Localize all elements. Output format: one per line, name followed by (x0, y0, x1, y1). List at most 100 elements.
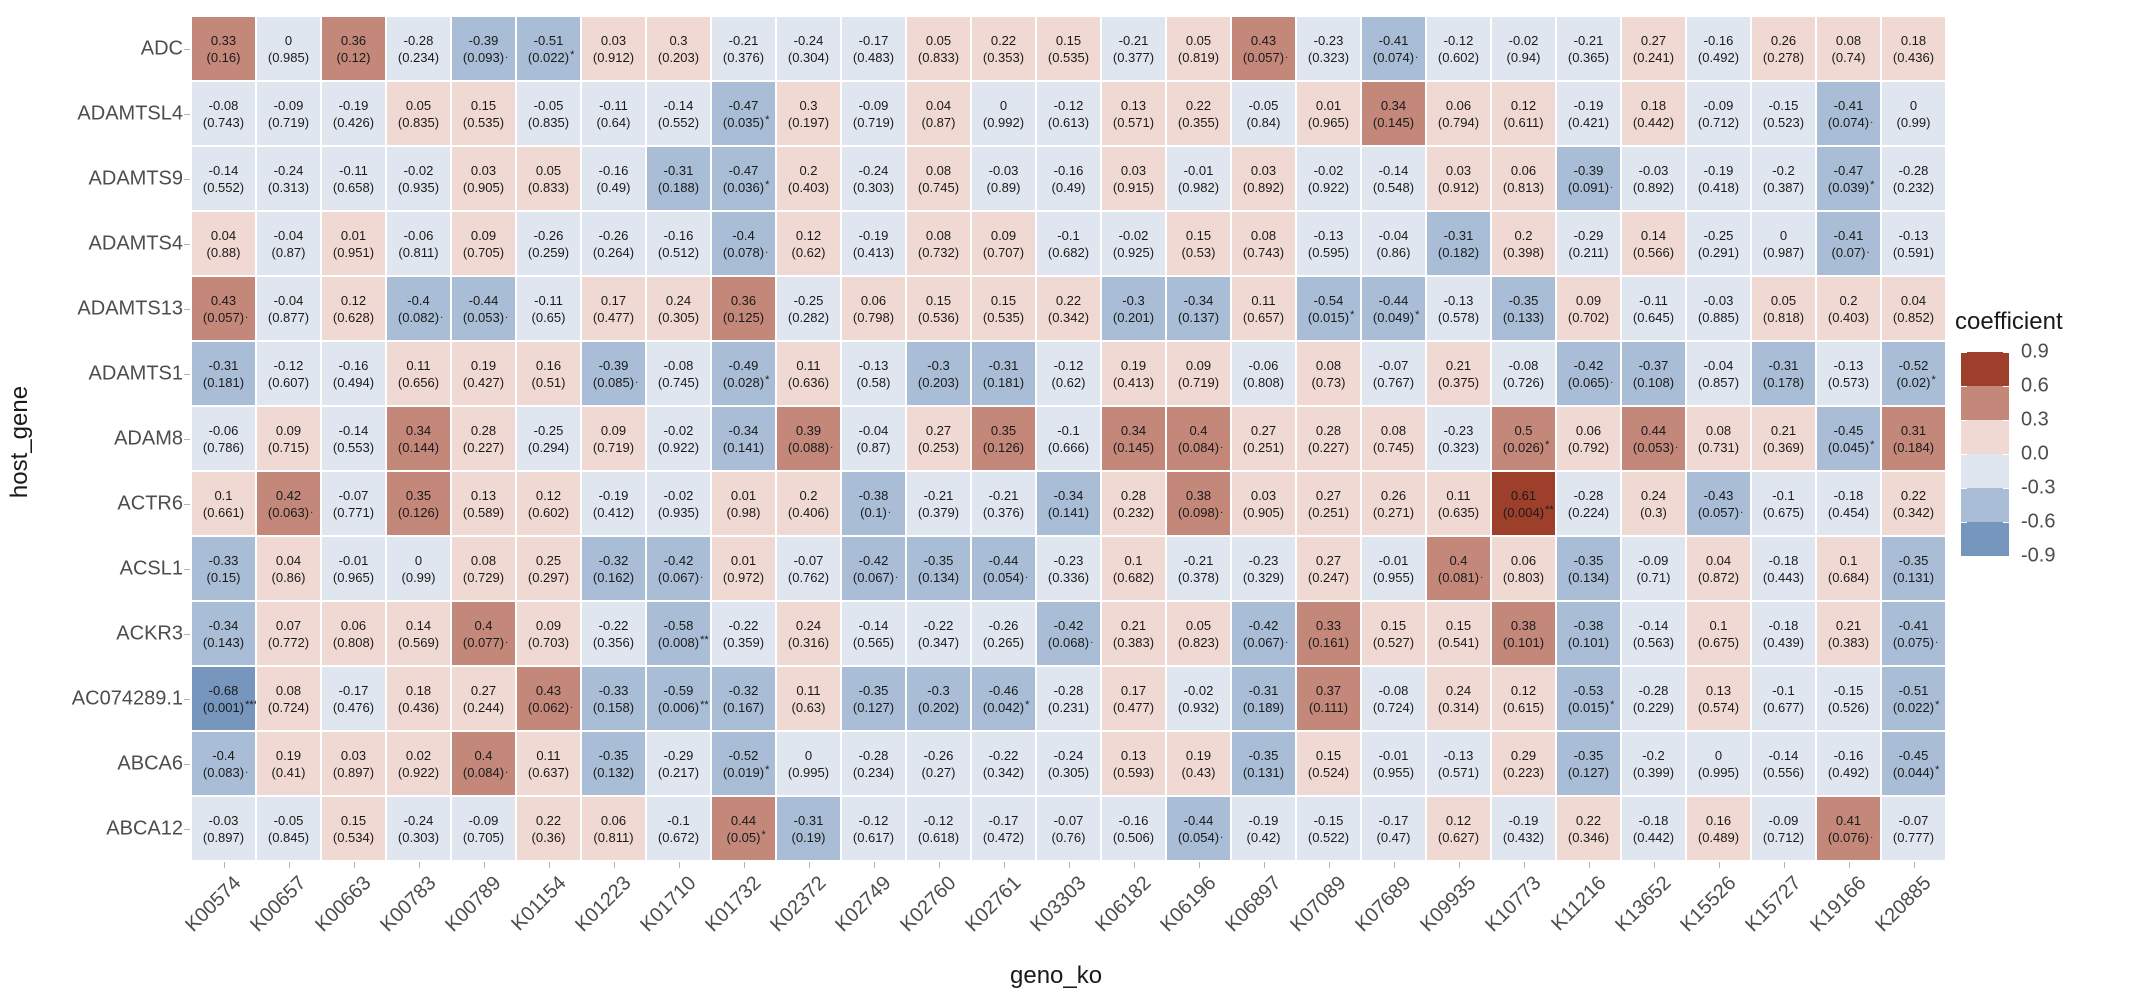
cell-coefficient: -0.24 (858, 162, 889, 178)
y-tick-label: ADAMTS4 (88, 232, 183, 254)
heatmap-cell: 0.04 (0.87) (906, 81, 971, 146)
cell-coefficient: -0.3 (927, 357, 950, 373)
heatmap-cell: 0.06 (0.803) (1491, 536, 1556, 601)
x-tick-label: K02749 (830, 872, 896, 937)
cell-coefficient: 0.08 (925, 227, 952, 243)
cell-significance: . (1935, 633, 1939, 646)
cell-coefficient: 0.27 (470, 682, 497, 698)
cell-p-value: (0.955) (1372, 764, 1415, 780)
cell-coefficient: 0.08 (1250, 227, 1277, 243)
heatmap-cell: 0.09 (0.703) (516, 601, 581, 666)
cell-p-value: (0.201) (1112, 309, 1155, 325)
cell-p-value: (0.057). (1697, 503, 1744, 520)
cell-coefficient: -0.28 (858, 747, 889, 763)
heatmap-cell: 0.01 (0.98) (711, 471, 776, 536)
cell-significance: . (635, 373, 639, 386)
cell-p-value: (0.347) (917, 634, 960, 650)
heatmap-cell: -0.06 (0.808) (1231, 341, 1296, 406)
cell-coefficient: 0.1 (1124, 552, 1143, 568)
cell-p-value: (0.922) (1307, 179, 1350, 195)
cell-p-value: (0.985) (267, 49, 310, 65)
cell-p-value: (0.379) (917, 504, 960, 520)
cell-p-value: (0.294) (527, 439, 570, 455)
heatmap-cell: 0 (0.985) (256, 16, 321, 81)
y-tick (184, 828, 190, 830)
y-tick-label: ACTR6 (117, 492, 183, 514)
cell-coefficient: -0.09 (1703, 97, 1734, 113)
heatmap-cell: 0.28 (0.232) (1101, 471, 1166, 536)
cell-p-value: (0.74) (1831, 49, 1866, 65)
cell-coefficient: 0.35 (405, 487, 432, 503)
cell-coefficient: -0.35 (858, 682, 889, 698)
cell-coefficient: -0.38 (858, 487, 889, 503)
heatmap-cell: 0.08 (0.729) (451, 536, 516, 601)
cell-coefficient: -0.17 (988, 812, 1019, 828)
heatmap-cell: 0.08 (0.732) (906, 211, 971, 276)
cell-p-value: (0.091). (1567, 178, 1614, 195)
cell-p-value: (0.682) (1112, 569, 1155, 585)
cell-coefficient: -0.4 (407, 292, 430, 308)
heatmap-cell: -0.09 (0.705) (451, 796, 516, 861)
cell-coefficient: 0.09 (275, 422, 302, 438)
cell-p-value: (0.042) * (982, 698, 1030, 715)
cell-coefficient: -0.24 (403, 812, 434, 828)
cell-p-value: (0.715) (267, 439, 310, 455)
cell-coefficient: -0.03 (208, 812, 239, 828)
cell-coefficient: -0.12 (1053, 97, 1084, 113)
cell-coefficient: 0.1 (1839, 552, 1858, 568)
cell-p-value: (0.3) (1640, 504, 1667, 520)
cell-coefficient: -0.07 (793, 552, 824, 568)
heatmap-cell: 0.05 (0.833) (516, 146, 581, 211)
cell-coefficient: -0.28 (1898, 162, 1929, 178)
cell-p-value: (0.43) (1181, 764, 1216, 780)
heatmap-cell: -0.46 (0.042) * (971, 666, 1036, 731)
cell-p-value: (0.134) (1567, 569, 1610, 585)
cell-p-value: (0.995) (1697, 764, 1740, 780)
cell-p-value: (0.399) (1632, 764, 1675, 780)
cell-p-value: (0.636) (787, 374, 830, 390)
cell-p-value: (0.94) (1506, 49, 1541, 65)
cell-coefficient: -0.16 (1833, 747, 1864, 763)
cell-p-value: (0.684) (1827, 569, 1870, 585)
cell-p-value: (0.108) (1632, 374, 1675, 390)
y-tick (184, 113, 190, 115)
heatmap-cell: -0.07 (0.771) (321, 471, 386, 536)
cell-p-value: (0.522) (1307, 829, 1350, 845)
x-tick-label: K01154 (506, 872, 571, 936)
cell-p-value: (0.63) (791, 699, 826, 715)
cell-p-value: (0.571) (1437, 764, 1480, 780)
cell-coefficient: -0.07 (338, 487, 369, 503)
cell-p-value: (0.553) (332, 439, 375, 455)
heatmap-cell: -0.26 (0.265) (971, 601, 1036, 666)
cell-coefficient: -0.19 (598, 487, 629, 503)
y-tick-label: ADAMTS13 (77, 297, 183, 319)
heatmap-cell: -0.24 (0.303) (841, 146, 906, 211)
cell-coefficient: 0 (804, 747, 813, 763)
heatmap-cell: 0.44 (0.05) * (711, 796, 776, 861)
cell-p-value: (0.565) (852, 634, 895, 650)
cell-p-value: (0.028) * (722, 373, 770, 390)
cell-coefficient: -0.02 (1118, 227, 1149, 243)
cell-significance: * (765, 763, 770, 776)
cell-p-value: (0.47) (1376, 829, 1411, 845)
cell-coefficient: 0.24 (1445, 682, 1472, 698)
x-tick-label: K00783 (375, 872, 441, 937)
heatmap-cell: -0.1 (0.675) (1751, 471, 1816, 536)
heatmap-cell: -0.04 (0.877) (256, 276, 321, 341)
cell-coefficient: -0.59 (663, 682, 694, 698)
cell-p-value: (0.083). (202, 763, 249, 780)
cell-coefficient: 0.27 (1315, 487, 1342, 503)
cell-p-value: (0.251) (1242, 439, 1285, 455)
cell-p-value: (0.181) (202, 374, 245, 390)
heatmap-cell: -0.51 (0.022) * (1881, 666, 1946, 731)
heatmap-cell: -0.05 (0.845) (256, 796, 321, 861)
heatmap-cell: -0.1 (0.672) (646, 796, 711, 861)
cell-coefficient: -0.42 (663, 552, 694, 568)
cell-coefficient: 0.19 (1120, 357, 1147, 373)
cell-coefficient: -0.34 (1053, 487, 1084, 503)
heatmap-cell: -0.04 (0.87) (256, 211, 321, 276)
cell-p-value: (0.253) (917, 439, 960, 455)
cell-coefficient: 0.12 (1445, 812, 1472, 828)
x-tick-label: K10773 (1480, 872, 1546, 937)
y-tick-label: ADAMTSL4 (77, 102, 183, 124)
